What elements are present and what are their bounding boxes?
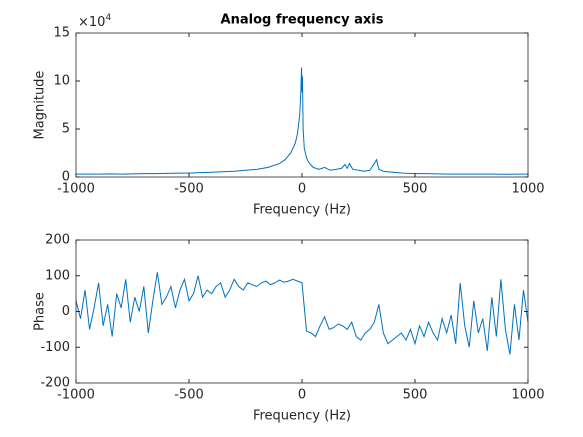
y-multiplier-exponent: 4	[105, 13, 111, 23]
x-tick-label: 1000	[511, 182, 544, 197]
x-tick-label: 0	[298, 388, 306, 403]
y-axis-label: Phase	[33, 292, 48, 331]
x-axis-label: Frequency (Hz)	[253, 203, 351, 218]
y-tick-label: 100	[45, 268, 70, 283]
data-line	[76, 67, 528, 175]
x-axis-label: Frequency (Hz)	[253, 409, 351, 424]
y-tick-label: -100	[40, 340, 70, 355]
x-tick-label: 500	[403, 388, 428, 403]
y-axis-label: Magnitude	[33, 71, 48, 140]
y-tick-label: 200	[45, 233, 70, 248]
axes-background	[76, 240, 528, 383]
y-multiplier: ×104	[78, 13, 111, 30]
x-tick-label: -500	[174, 182, 204, 197]
chart-title: Analog frequency axis	[221, 13, 384, 28]
y-tick-label: 15	[53, 26, 70, 41]
y-tick-label: 0	[62, 170, 70, 185]
y-tick-label: 5	[62, 122, 70, 137]
axes-background	[76, 33, 528, 177]
y-tick-label: -200	[40, 376, 70, 391]
x-tick-label: 0	[298, 182, 306, 197]
y-tick-label: 0	[62, 304, 70, 319]
x-tick-label: -1000	[57, 182, 95, 197]
x-tick-label: -500	[174, 388, 204, 403]
data-line	[75, 272, 529, 355]
y-multiplier-base: ×10	[78, 15, 105, 30]
x-tick-label: -1000	[57, 388, 95, 403]
y-tick-label: 10	[53, 74, 70, 89]
x-tick-label: 500	[403, 182, 428, 197]
x-tick-label: 1000	[511, 388, 544, 403]
